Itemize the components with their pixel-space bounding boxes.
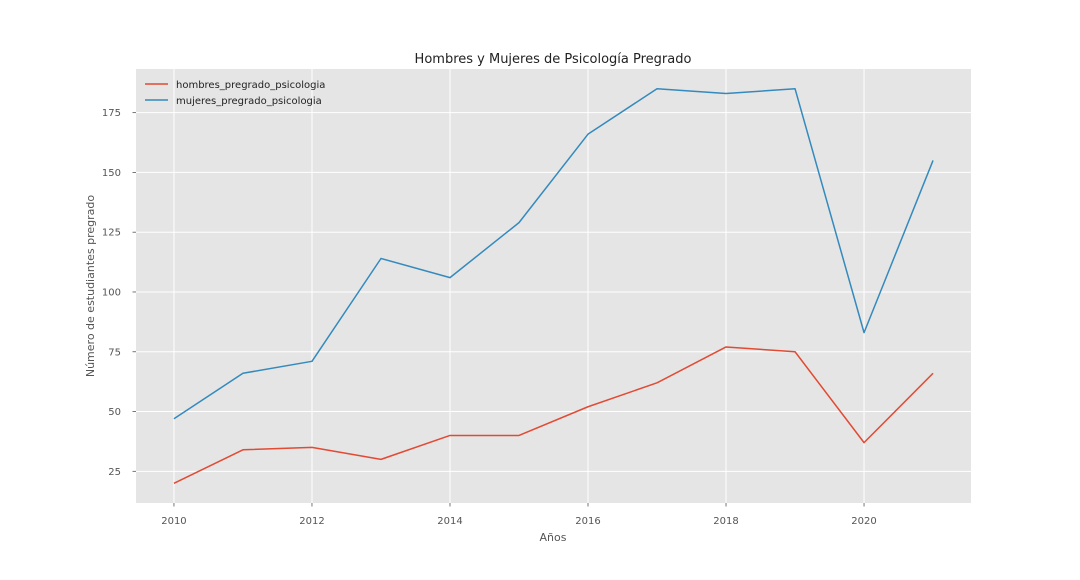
x-tick-label: 2014 [437,516,462,527]
y-tick-label: 50 [108,407,121,418]
y-axis-ticks: 25 50 75 100 125 150 175 [102,108,136,478]
x-axis-label: Años [540,531,567,544]
series-lines [173,87,934,484]
y-tick-label: 75 [108,347,121,358]
y-tick-label: 100 [102,287,121,298]
series-line-hombres [173,346,934,484]
legend-label-hombres: hombres_pregrado_psicologia [176,80,325,91]
grid-lines [136,69,971,503]
plot-background [136,69,971,503]
x-tick-label: 2020 [851,516,876,527]
x-tick-label: 2012 [299,516,324,527]
y-tick-label: 150 [102,168,121,179]
x-tick-label: 2016 [575,516,600,527]
y-axis-label: Número de estudiantes pregrado [84,195,97,378]
x-axis-ticks: 2010 2012 2014 2016 2018 2020 [161,503,877,527]
legend: hombres_pregrado_psicologia mujeres_preg… [145,80,325,107]
x-tick-label: 2018 [713,516,738,527]
chart-title: Hombres y Mujeres de Psicología Pregrado [415,52,692,67]
legend-label-mujeres: mujeres_pregrado_psicologia [176,96,322,107]
series-line-mujeres [173,87,934,420]
y-tick-label: 175 [102,108,121,119]
y-tick-label: 125 [102,228,121,239]
y-tick-label: 25 [108,467,121,478]
x-tick-label: 2010 [161,516,186,527]
